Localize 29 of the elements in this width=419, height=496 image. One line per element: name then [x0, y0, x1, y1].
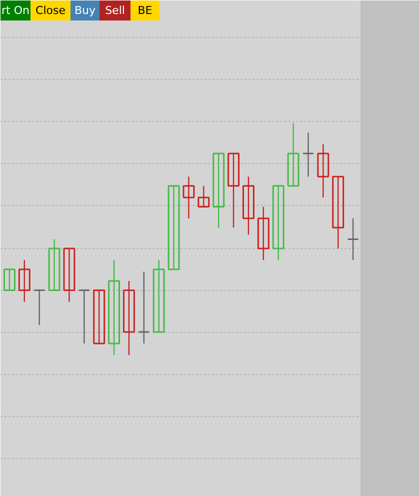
candlestick — [122, 280, 135, 356]
text: Sell — [105, 4, 125, 17]
candlestick — [317, 144, 330, 198]
candlestick — [78, 289, 90, 344]
candlestick — [108, 259, 120, 356]
text: BE — [138, 4, 152, 17]
candlestick — [212, 152, 225, 228]
candlestick — [93, 289, 106, 344]
candlestick — [3, 268, 16, 291]
candlestick — [242, 176, 254, 236]
candlestick — [302, 132, 314, 178]
text: Close — [36, 4, 66, 17]
candlestick — [228, 152, 240, 228]
candlestick — [182, 176, 195, 219]
candlestick — [272, 185, 284, 261]
candlestick — [168, 185, 180, 270]
candlestick — [287, 122, 300, 187]
candlestick — [152, 259, 165, 333]
candlestick — [257, 206, 270, 261]
candlestick — [18, 259, 30, 302]
candlestick — [138, 271, 150, 344]
candlestick — [63, 248, 76, 302]
text: rt On — [2, 4, 30, 17]
candlestick — [332, 176, 344, 250]
candlestick — [198, 185, 210, 208]
candlestick — [48, 238, 60, 291]
text: Buy — [74, 4, 96, 17]
candlestick — [347, 218, 360, 261]
candlestick — [33, 289, 46, 326]
